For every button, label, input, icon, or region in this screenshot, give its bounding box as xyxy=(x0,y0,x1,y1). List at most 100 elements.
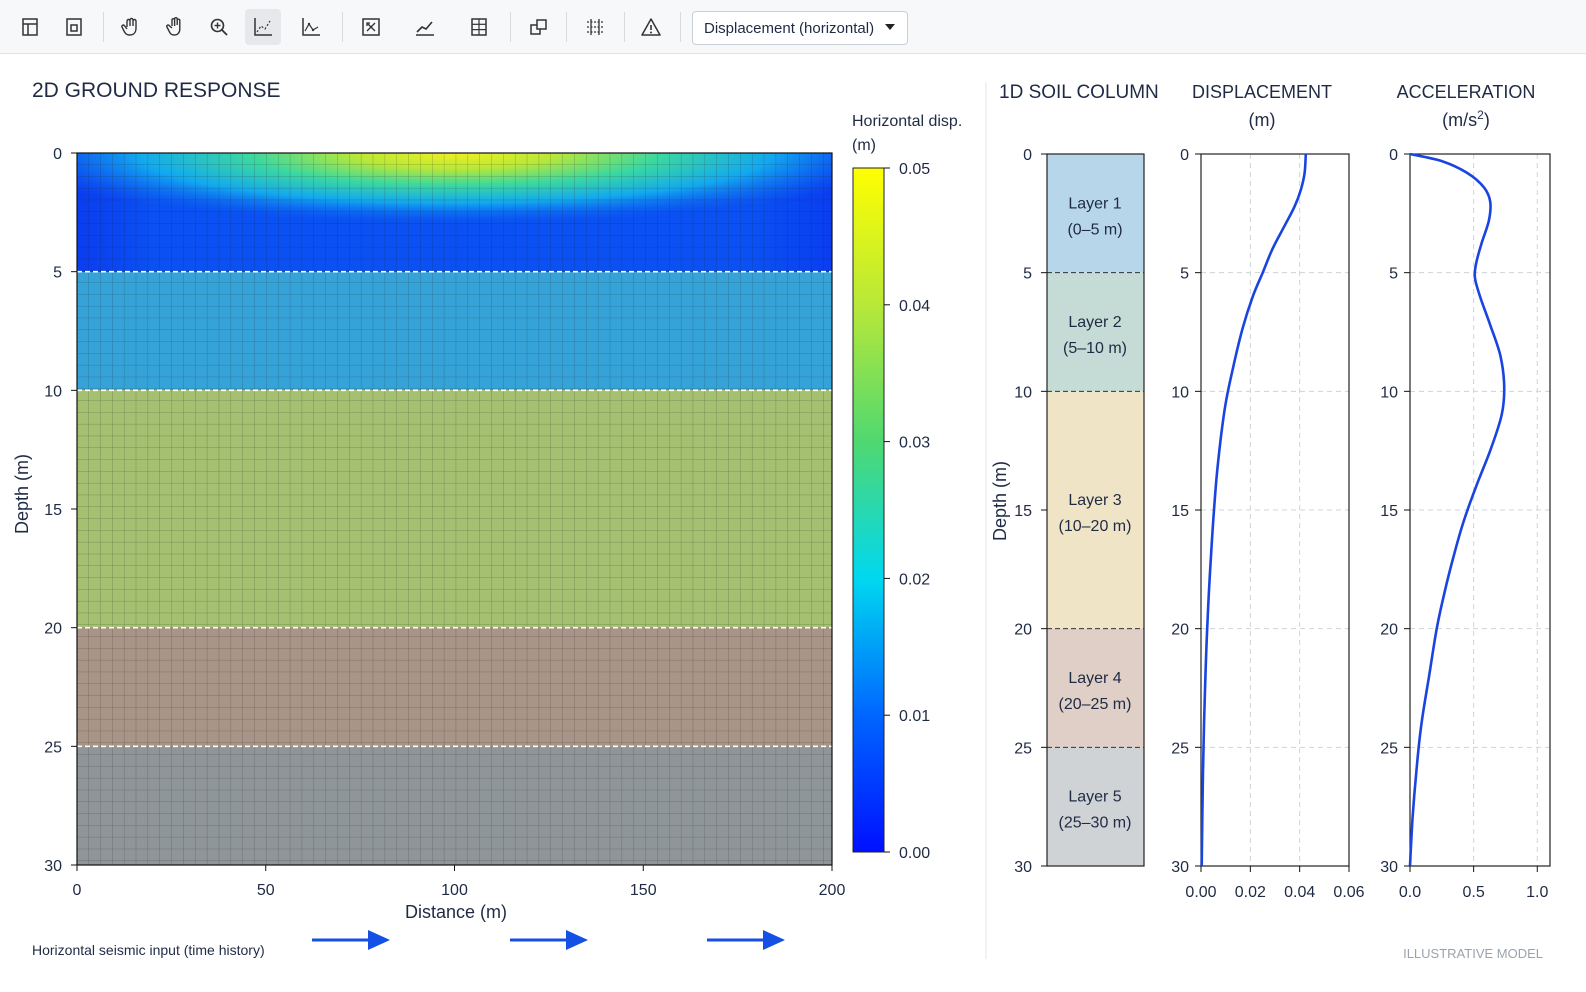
soil-layer-range: (10–20 m) xyxy=(1059,518,1132,535)
colorbar-label-line2: (m) xyxy=(852,137,876,154)
soil-column[interactable]: Layer 1 (0–5 m) Layer 2 (5–10 m) Layer 3 (10–… xyxy=(1014,147,1145,876)
soil-depth-tick-label: 10 xyxy=(1014,384,1032,401)
x-tick-label: 200 xyxy=(819,882,846,899)
y-tick-label: 25 xyxy=(1171,740,1189,757)
zoom-in-button[interactable] xyxy=(201,9,237,45)
illustrative-model-note: ILLUSTRATIVE MODEL xyxy=(1403,946,1543,961)
soil-layer-block[interactable] xyxy=(1047,628,1144,748)
soil-layer-block[interactable] xyxy=(1047,391,1144,629)
new-model-icon xyxy=(22,18,38,36)
scatter-plot-button[interactable] xyxy=(245,9,281,45)
soil-layer-block[interactable] xyxy=(1047,747,1144,866)
displacement-title: DISPLACEMENT xyxy=(1192,82,1332,102)
colorbar-tick-label: 0.01 xyxy=(899,708,930,725)
y-axis-label: Depth (m) xyxy=(12,454,32,534)
x-tick-label: 0.5 xyxy=(1463,884,1485,901)
x-axis: 0 50 100 150 200 xyxy=(73,865,846,899)
x-tick-label: 1.0 xyxy=(1526,884,1548,901)
copy-window-button[interactable] xyxy=(521,9,557,45)
open-model-button[interactable] xyxy=(56,9,92,45)
axes-plot-button[interactable] xyxy=(293,9,329,45)
dropdown-selected-label: Displacement (horizontal) xyxy=(704,19,875,37)
y-tick-label: 5 xyxy=(1389,266,1398,283)
ground-response-plot[interactable]: 0 50 100 150 200 0 5 10 15 20 25 30 xyxy=(44,146,845,899)
displacement-axes: 0.00 0.02 0.04 0.06 0 5 10 15 20 25 30 xyxy=(1171,147,1364,901)
arrow-right-icon xyxy=(707,930,785,950)
soil-layer-name: Layer 1 xyxy=(1068,195,1121,212)
y-tick-label: 25 xyxy=(1380,740,1398,757)
copy-window-icon xyxy=(530,19,547,35)
y-tick-label: 5 xyxy=(53,265,62,282)
x-tick-label: 100 xyxy=(441,882,468,899)
warning-triangle-icon xyxy=(641,18,661,36)
grab-hand-icon xyxy=(166,17,181,36)
y-tick-label: 30 xyxy=(1380,859,1398,876)
soil-layer-name: Layer 4 xyxy=(1068,670,1121,687)
arrow-right-icon xyxy=(510,930,588,950)
y-tick-label: 0 xyxy=(1389,147,1398,164)
toolbar-separator xyxy=(510,12,511,42)
colorbar-tick-label: 0.03 xyxy=(899,435,930,452)
toolbar-separator xyxy=(680,12,681,42)
arrow-right-icon xyxy=(312,930,390,950)
panel-title-2d: 2D GROUND RESPONSE xyxy=(32,79,281,102)
y-tick-label: 20 xyxy=(1171,622,1189,639)
axes-plot-icon xyxy=(302,18,320,36)
soil-depth-tick-label: 5 xyxy=(1023,266,1032,283)
layer-grid-button[interactable] xyxy=(577,9,613,45)
displacement-profile-plot[interactable]: 0.00 0.02 0.04 0.06 0 5 10 15 20 25 30 xyxy=(1171,147,1364,901)
colorbar-gradient xyxy=(852,167,885,853)
main-canvas: 2D GROUND RESPONSE 0 50 100 150 200 05101520… xyxy=(12,79,1551,961)
acceleration-title: ACCELERATION xyxy=(1397,82,1536,102)
toolbar-separator xyxy=(566,12,567,42)
mesh-grid-button[interactable] xyxy=(461,9,497,45)
soil-depth-tick-label: 25 xyxy=(1014,740,1032,757)
acceleration-grid xyxy=(1410,154,1550,866)
displacement-series-line xyxy=(1200,153,1308,867)
soil-layer-range: (5–10 m) xyxy=(1063,340,1127,357)
y-tick-label: 15 xyxy=(1171,503,1189,520)
y-tick-label: 25 xyxy=(44,739,62,756)
acceleration-profile-plot[interactable]: 0.0 0.5 1.0 0 5 10 15 20 25 30 xyxy=(1380,147,1551,901)
colorbar-tick-label: 0.02 xyxy=(899,571,930,588)
y-tick-label: 20 xyxy=(44,621,62,638)
acceleration-series-line xyxy=(1408,152,1506,867)
pan-hand-icon xyxy=(121,17,137,36)
line-chart-button[interactable] xyxy=(407,9,443,45)
y-tick-label: 10 xyxy=(44,383,62,400)
result-type-dropdown[interactable]: Displacement (horizontal) xyxy=(692,11,908,45)
soil-depth-label: Depth (m) xyxy=(990,461,1010,541)
x-tick-label: 0.06 xyxy=(1333,884,1364,901)
grab-hand-button[interactable] xyxy=(157,9,193,45)
y-tick-label: 0 xyxy=(1180,147,1189,164)
soil-layer-range: (0–5 m) xyxy=(1067,221,1122,238)
mesh-grid-icon xyxy=(471,18,487,36)
fit-view-icon xyxy=(362,18,380,36)
open-model-icon xyxy=(66,18,82,36)
warning-triangle-button[interactable] xyxy=(633,9,669,45)
soil-depth-tick-label: 15 xyxy=(1014,503,1032,520)
layer-grid-icon xyxy=(587,19,603,35)
fe-mesh xyxy=(77,153,832,865)
acceleration-axes: 0.0 0.5 1.0 0 5 10 15 20 25 30 xyxy=(1380,147,1548,901)
new-model-button[interactable] xyxy=(12,9,48,45)
acceleration-unit-close: ) xyxy=(1484,110,1490,130)
toolbar: Displacement (horizontal) xyxy=(0,0,1586,54)
x-tick-label: 0.00 xyxy=(1185,884,1216,901)
toolbar-separator xyxy=(624,12,625,42)
layer-boundaries xyxy=(77,270,832,748)
toolbar-separator xyxy=(103,12,104,42)
colorbar-tick-label: 0.00 xyxy=(899,845,930,862)
soil-layer-block[interactable] xyxy=(1047,154,1144,273)
y-tick-label: 30 xyxy=(44,858,62,875)
fit-view-button[interactable] xyxy=(353,9,389,45)
x-tick-label: 50 xyxy=(257,882,275,899)
chevron-down-icon xyxy=(885,24,895,30)
soil-layer-block[interactable] xyxy=(1047,272,1144,392)
soil-layer-name: Layer 5 xyxy=(1068,789,1121,806)
displacement-grid xyxy=(1201,154,1349,866)
acceleration-unit-exponent: 2 xyxy=(1477,108,1484,122)
colorbar-label-line1: Horizontal disp. xyxy=(852,113,962,130)
pan-hand-button[interactable] xyxy=(113,9,149,45)
displacement-unit: (m) xyxy=(1249,110,1276,130)
